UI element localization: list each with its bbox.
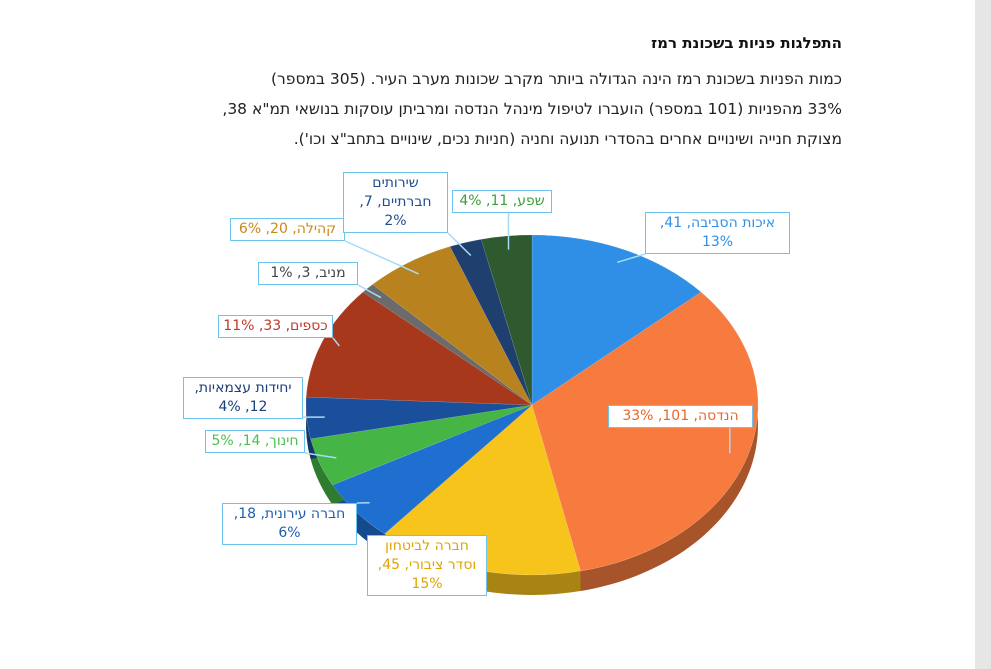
data-label: איכות הסביבה, 41, 13% [645, 212, 790, 254]
slice [480, 234, 533, 406]
leader-line [617, 253, 646, 264]
slice [449, 239, 533, 406]
data-label: מניב, 3, 1% [258, 262, 358, 285]
data-label: הנדסה, 101, 33% [608, 405, 753, 428]
paragraph-line: כמות הפניות בשכונת רמז הינה הגדולה ביותר… [270, 70, 842, 88]
data-label: חברה לביטחון וסדר ציבורי, 45, 15% [367, 535, 487, 596]
data-label: קהילה, 20, 6% [230, 218, 345, 241]
slice [531, 234, 702, 406]
leader-line [332, 337, 340, 347]
slice-side [384, 533, 581, 595]
data-label: שירותים חברתיים, 7, 2% [343, 172, 448, 233]
page-edge [975, 0, 991, 669]
paragraph-line: 33% מהפניות (101 במספר) הועברו לטיפול מי… [222, 100, 842, 118]
leader-line [447, 232, 472, 257]
slice [310, 404, 533, 486]
slice-side [306, 397, 311, 459]
data-label: כספים, 33, 11% [218, 315, 333, 338]
data-label: חינוך, 14, 5% [205, 430, 305, 453]
slice [305, 396, 533, 440]
doc-title: התפלגות פניות בשכונת רמז [651, 34, 842, 52]
slice [372, 246, 533, 406]
data-label: שפע, 11, 4% [452, 190, 552, 213]
leader-line [304, 452, 337, 459]
slice [531, 291, 759, 572]
slice [305, 291, 533, 406]
leader-line [344, 240, 419, 275]
data-label: חברה עירונית, 18, 6% [222, 503, 357, 545]
paragraph-line: מצוקת חנייה ושינויים אחרים בהסדרי תנועה … [293, 130, 842, 148]
data-label: יחידות עצמאיות, 12, 4% [183, 377, 303, 419]
slice-side [580, 292, 758, 592]
leader-line [357, 284, 382, 299]
slice [362, 284, 533, 406]
